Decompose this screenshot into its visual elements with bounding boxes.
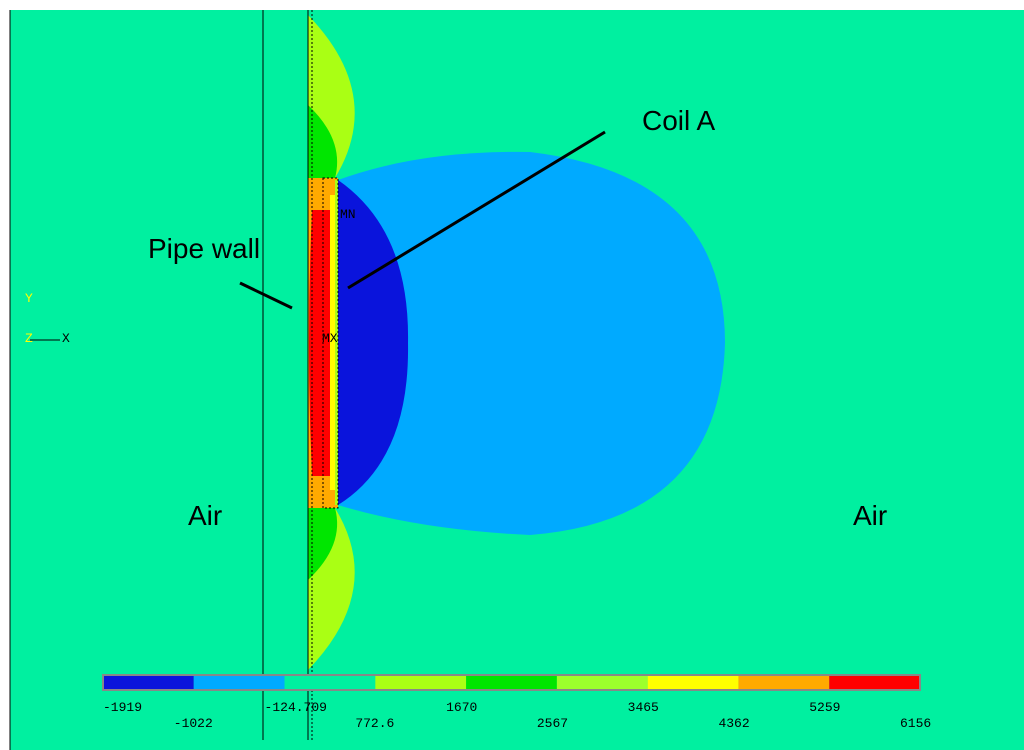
legend-swatch	[284, 675, 376, 690]
axis-label: Z	[25, 331, 33, 346]
legend-swatch	[556, 675, 648, 690]
legend-swatch	[647, 675, 739, 690]
axis-label: X	[62, 331, 70, 346]
legend-swatch	[466, 675, 557, 690]
legend-label: 3465	[628, 700, 659, 715]
legend-swatch	[738, 675, 830, 690]
field-region	[308, 105, 338, 178]
field-region	[338, 151, 725, 535]
field-region	[330, 195, 335, 490]
leader-line	[239, 281, 293, 310]
legend-border	[102, 674, 921, 691]
legend-label: -1919	[103, 700, 142, 715]
legend-label: -124.709	[265, 700, 327, 715]
legend-label: -1022	[174, 716, 213, 731]
field-region	[335, 180, 338, 505]
legend-label: 772.6	[355, 716, 394, 731]
legend-swatch	[375, 675, 467, 690]
legend-label: 6156	[900, 716, 931, 731]
min-marker: MN	[340, 207, 356, 222]
annotation: Air	[853, 500, 887, 531]
color-legend: -1919 -1022 -124.709 772.6 1670 2567 3465 4362 5…	[102, 674, 931, 731]
leader-line	[347, 130, 606, 290]
field-region	[308, 508, 338, 580]
legend-swatch	[829, 675, 920, 690]
legend-swatch	[103, 675, 194, 690]
axis-label: Y	[25, 291, 33, 306]
annotation: Pipe wall	[148, 233, 260, 264]
legend-swatch	[193, 675, 285, 690]
legend-label: 1670	[446, 700, 477, 715]
legend-label: 4362	[718, 716, 749, 731]
legend-label: 5259	[809, 700, 840, 715]
coil-outline	[322, 177, 339, 509]
field-region	[309, 210, 332, 476]
annotation: Coil A	[642, 105, 715, 136]
legend-label: 2567	[537, 716, 568, 731]
max-marker: MX	[322, 331, 338, 346]
annotation: Air	[188, 500, 222, 531]
